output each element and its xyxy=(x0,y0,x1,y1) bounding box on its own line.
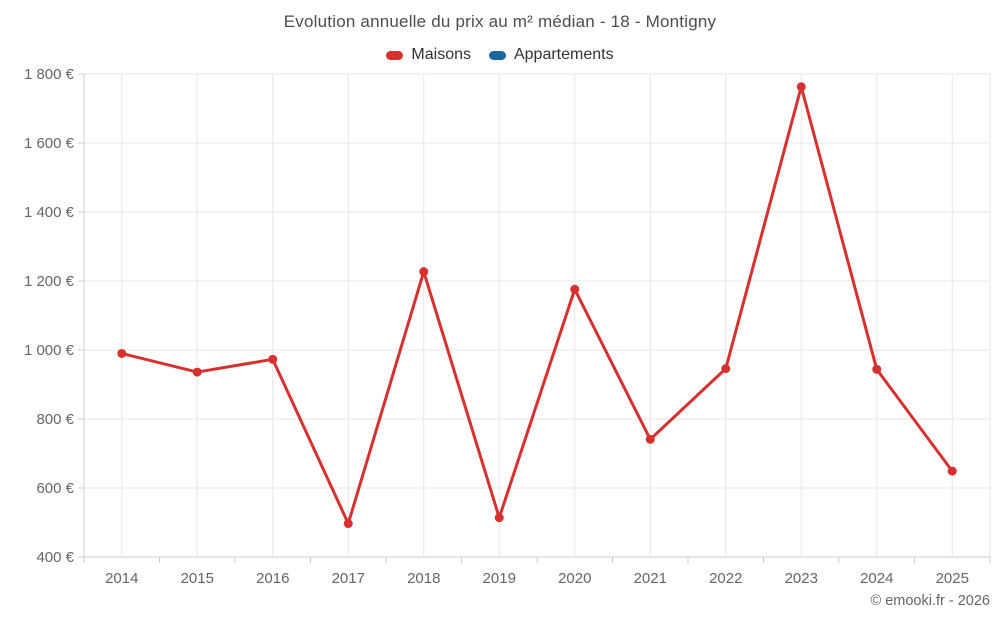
data-point-maisons-2016[interactable] xyxy=(268,354,278,364)
data-point-maisons-2025[interactable] xyxy=(947,466,957,476)
x-tick-label: 2015 xyxy=(181,570,214,587)
x-tick-label: 2014 xyxy=(105,570,138,587)
legend-item-maisons[interactable]: Maisons xyxy=(386,46,471,64)
data-point-maisons-2021[interactable] xyxy=(645,434,655,444)
x-tick-label: 2020 xyxy=(558,570,591,587)
y-tick-label: 1 800 € xyxy=(24,66,75,83)
y-tick-label: 400 € xyxy=(36,549,74,566)
series-line-maisons xyxy=(120,85,954,526)
legend-label-appartements: Appartements xyxy=(513,46,614,63)
legend-swatch-appartements-icon xyxy=(488,50,506,60)
x-tick-label: 2017 xyxy=(332,570,365,587)
x-tick-label: 2021 xyxy=(634,570,667,587)
x-tick-label: 2022 xyxy=(709,570,742,587)
data-point-maisons-2022[interactable] xyxy=(721,364,731,374)
credit-text: © emooki.fr - 2026 xyxy=(870,593,990,609)
data-point-maisons-2018[interactable] xyxy=(419,267,429,277)
y-tick-label: 600 € xyxy=(36,480,74,497)
y-tick-label: 1 600 € xyxy=(24,135,75,152)
legend-label-maisons: Maisons xyxy=(411,46,471,63)
y-tick-label: 1 400 € xyxy=(24,204,75,221)
x-tick-label: 2018 xyxy=(407,570,440,587)
chart-title: Evolution annuelle du prix au m² médian … xyxy=(283,12,717,31)
data-point-maisons-2017[interactable] xyxy=(343,519,353,529)
x-tick-label: 2019 xyxy=(483,570,516,587)
data-point-maisons-2023[interactable] xyxy=(796,82,806,92)
x-tick-label: 2024 xyxy=(860,570,893,587)
y-tick-label: 800 € xyxy=(36,411,74,428)
y-tick-label: 1 200 € xyxy=(24,273,75,290)
data-point-maisons-2014[interactable] xyxy=(117,348,127,358)
x-tick-label: 2023 xyxy=(785,570,818,587)
legend-item-appartements[interactable]: Appartements xyxy=(488,46,614,64)
x-tick-label: 2016 xyxy=(256,570,289,587)
data-point-maisons-2019[interactable] xyxy=(494,513,504,523)
data-point-maisons-2024[interactable] xyxy=(872,364,882,374)
legend-swatch-maisons-icon xyxy=(386,50,404,60)
data-point-maisons-2020[interactable] xyxy=(570,284,580,294)
data-point-maisons-2015[interactable] xyxy=(192,367,202,377)
x-tick-label: 2025 xyxy=(936,570,969,587)
y-tick-label: 1 000 € xyxy=(24,342,75,359)
legend: Maisons Appartements xyxy=(0,46,1000,64)
